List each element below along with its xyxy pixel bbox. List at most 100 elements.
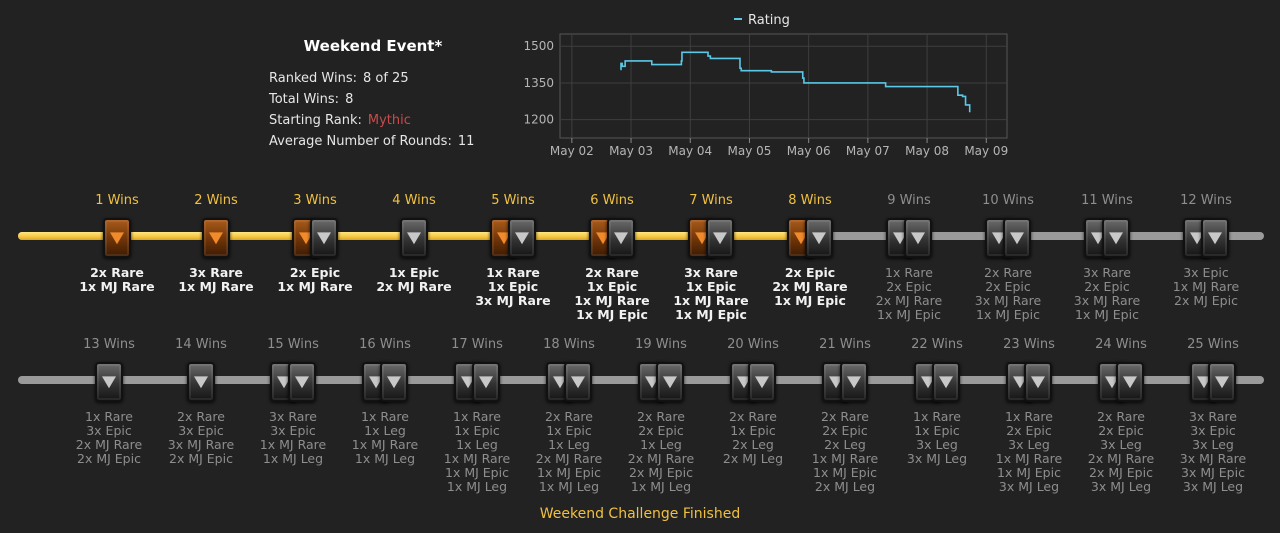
reward-tier-6[interactable]: 6 Wins 2x Rare 1x Epic 1x MJ Rare 1x MJ Epic bbox=[562, 192, 662, 322]
reward-line: 3x MJ Rare bbox=[1179, 451, 1247, 466]
reward-line: 2x MJ Epic bbox=[77, 451, 141, 466]
reward-line: 1x MJ Rare bbox=[178, 279, 254, 294]
gem-icon bbox=[911, 232, 925, 245]
reward-line: 1x MJ Leg bbox=[538, 479, 600, 494]
reward-tier-2[interactable]: 2 Wins 3x Rare 1x MJ Rare bbox=[166, 192, 266, 294]
reward-line: 1x MJ Rare bbox=[259, 437, 327, 452]
reward-line: 2x Epic bbox=[822, 423, 868, 438]
chest-icon bbox=[932, 362, 960, 402]
reward-tier-4[interactable]: 4 Wins 1x Epic 2x MJ Rare bbox=[364, 192, 464, 294]
chest-icon bbox=[805, 218, 833, 258]
tier-rewards: 2x Rare 1x Epic 1x MJ Rare 1x MJ Epic bbox=[562, 266, 662, 322]
tier-chests bbox=[795, 354, 895, 410]
reward-tier-12[interactable]: 12 Wins 3x Epic 1x MJ Rare 2x MJ Epic bbox=[1156, 192, 1256, 308]
reward-line: 1x Epic bbox=[586, 279, 638, 294]
reward-line: 3x Leg bbox=[916, 437, 958, 452]
reward-tier-24[interactable]: 24 Wins 2x Rare 2x Epic 3x Leg 2x MJ Rare 2x … bbox=[1071, 336, 1171, 494]
reward-tier-25[interactable]: 25 Wins 3x Rare 3x Epic 3x Leg 3x MJ Rare 3x … bbox=[1163, 336, 1263, 494]
tier-wins-label: 17 Wins bbox=[451, 337, 503, 352]
reward-tier-9[interactable]: 9 Wins 1x Rare 2x Epic 2x MJ Rare 1x MJ Epic bbox=[859, 192, 959, 322]
gem-icon bbox=[553, 376, 567, 389]
tier-wins-label: 25 Wins bbox=[1187, 337, 1239, 352]
tier-wins-label: 14 Wins bbox=[175, 337, 227, 352]
chest-icon bbox=[1102, 218, 1130, 258]
tier-wins-label: 15 Wins bbox=[267, 337, 319, 352]
tier-rewards: 1x Rare 1x Epic 1x Leg 1x MJ Rare 1x MJ Epic… bbox=[427, 410, 527, 494]
reward-tier-20[interactable]: 20 Wins 2x Rare 1x Epic 2x Leg 2x MJ Leg bbox=[703, 336, 803, 466]
reward-line: 1x Epic bbox=[454, 423, 500, 438]
reward-tier-18[interactable]: 18 Wins 2x Rare 1x Epic 1x Leg 2x MJ Rare 1x … bbox=[519, 336, 619, 494]
gem-icon bbox=[102, 376, 116, 389]
event-stats-panel: Weekend Event* Ranked Wins: 8 of 25 Total… bbox=[0, 0, 540, 170]
tier-rewards: 1x Rare 3x Epic 2x MJ Rare 2x MJ Epic bbox=[59, 410, 159, 466]
reward-tier-15[interactable]: 15 Wins 3x Rare 3x Epic 1x MJ Rare 1x MJ Leg bbox=[243, 336, 343, 466]
reward-line: 1x MJ Leg bbox=[354, 451, 416, 466]
reward-tier-11[interactable]: 11 Wins 3x Rare 2x Epic 3x MJ Rare 1x MJ Epi… bbox=[1057, 192, 1157, 322]
tier-chests bbox=[760, 210, 860, 266]
reward-line: 2x Rare bbox=[729, 409, 777, 424]
chest-icon bbox=[1116, 362, 1144, 402]
tier-rewards: 2x Rare 2x Epic 1x Leg 2x MJ Rare 2x MJ Epic… bbox=[611, 410, 711, 494]
gem-icon bbox=[812, 232, 826, 245]
reward-line: 2x MJ Rare bbox=[1087, 451, 1155, 466]
reward-line: 1x MJ Epic bbox=[774, 293, 846, 308]
reward-line: 1x MJ Rare bbox=[443, 451, 511, 466]
reward-tier-7[interactable]: 7 Wins 3x Rare 1x Epic 1x MJ Rare 1x MJ Epic bbox=[661, 192, 761, 322]
reward-tier-19[interactable]: 19 Wins 2x Rare 2x Epic 1x Leg 2x MJ Rare 2x … bbox=[611, 336, 711, 494]
legend-label: Rating bbox=[748, 13, 790, 28]
reward-line: 1x MJ Leg bbox=[262, 451, 324, 466]
tier-rewards: 1x Rare 2x Epic 2x MJ Rare 1x MJ Epic bbox=[859, 266, 959, 322]
reward-tier-1[interactable]: 1 Wins 2x Rare 1x MJ Rare bbox=[67, 192, 167, 294]
gem-icon bbox=[829, 376, 843, 389]
reward-line: 1x Epic bbox=[487, 279, 539, 294]
tier-wins-label: 4 Wins bbox=[392, 193, 436, 208]
reward-tier-14[interactable]: 14 Wins 2x Rare 3x Epic 3x MJ Rare 2x MJ Epi… bbox=[151, 336, 251, 466]
reward-line: 3x Epic bbox=[1190, 423, 1236, 438]
reward-tier-22[interactable]: 22 Wins 1x Rare 1x Epic 3x Leg 3x MJ Leg bbox=[887, 336, 987, 466]
reward-line: 1x MJ Epic bbox=[1075, 307, 1139, 322]
reward-tier-3[interactable]: 3 Wins 2x Epic 1x MJ Rare bbox=[265, 192, 365, 294]
total-wins-stat: Total Wins: 8 bbox=[269, 92, 353, 107]
reward-tier-16[interactable]: 16 Wins 1x Rare 1x Leg 1x MJ Rare 1x MJ Leg bbox=[335, 336, 435, 466]
tier-chests bbox=[59, 354, 159, 410]
tier-chests bbox=[1163, 354, 1263, 410]
reward-line: 2x Rare bbox=[821, 409, 869, 424]
gem-icon bbox=[407, 232, 421, 245]
reward-line: 3x MJ Rare bbox=[475, 293, 551, 308]
reward-tier-23[interactable]: 23 Wins 1x Rare 2x Epic 3x Leg 1x MJ Rare 1x … bbox=[979, 336, 1079, 494]
avg-rounds-label: Average Number of Rounds: bbox=[269, 134, 452, 149]
total-wins-value: 8 bbox=[345, 92, 354, 107]
tier-chests bbox=[887, 354, 987, 410]
tier-wins-label: 7 Wins bbox=[689, 193, 733, 208]
reward-line: 2x Epic bbox=[1098, 423, 1144, 438]
starting-rank-stat: Starting Rank: Mythic bbox=[269, 113, 411, 128]
gem-icon bbox=[1105, 376, 1119, 389]
reward-line: 3x MJ Leg bbox=[998, 479, 1060, 494]
reward-line: 2x Rare bbox=[984, 265, 1032, 280]
x-tick-label: May 02 bbox=[550, 144, 594, 158]
tier-chests bbox=[427, 354, 527, 410]
reward-tier-8[interactable]: 8 Wins 2x Epic 2x MJ Rare 1x MJ Epic bbox=[760, 192, 860, 308]
reward-line: 1x MJ Rare bbox=[277, 279, 353, 294]
gem-icon bbox=[110, 232, 124, 245]
reward-line: 3x Leg bbox=[1100, 437, 1142, 452]
tier-rewards: 2x Epic 1x MJ Rare bbox=[265, 266, 365, 294]
reward-tier-13[interactable]: 13 Wins 1x Rare 3x Epic 2x MJ Rare 2x MJ Epi… bbox=[59, 336, 159, 466]
chest-icon bbox=[1024, 362, 1052, 402]
tier-wins-label: 18 Wins bbox=[543, 337, 595, 352]
reward-tier-17[interactable]: 17 Wins 1x Rare 1x Epic 1x Leg 1x MJ Rare 1x … bbox=[427, 336, 527, 494]
gem-icon bbox=[479, 376, 493, 389]
reward-tier-21[interactable]: 21 Wins 2x Rare 2x Epic 2x Leg 1x MJ Rare 1x … bbox=[795, 336, 895, 494]
reward-tier-5[interactable]: 5 Wins 1x Rare 1x Epic 3x MJ Rare bbox=[463, 192, 563, 308]
gem-icon bbox=[794, 232, 808, 245]
tier-wins-label: 24 Wins bbox=[1095, 337, 1147, 352]
tier-rewards: 1x Rare 1x Leg 1x MJ Rare 1x MJ Leg bbox=[335, 410, 435, 466]
y-tick-label: 1200 bbox=[523, 113, 554, 127]
gem-icon bbox=[847, 376, 861, 389]
chest-icon bbox=[310, 218, 338, 258]
gem-icon bbox=[1091, 232, 1105, 245]
reward-tier-10[interactable]: 10 Wins 2x Rare 2x Epic 3x MJ Rare 1x MJ Epi… bbox=[958, 192, 1058, 322]
starting-rank-label: Starting Rank: bbox=[269, 113, 362, 128]
reward-line: 3x Epic bbox=[86, 423, 132, 438]
tier-wins-label: 6 Wins bbox=[590, 193, 634, 208]
